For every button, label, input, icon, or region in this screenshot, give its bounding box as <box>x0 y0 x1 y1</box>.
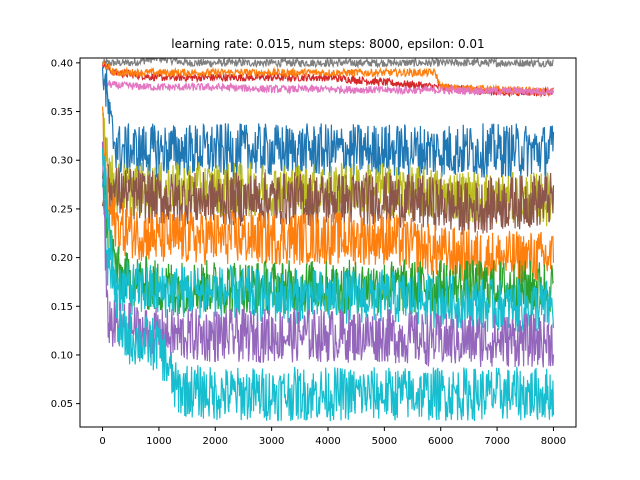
y-tick-label-6: 0.35 <box>51 107 73 118</box>
series-line-0 <box>101 58 554 69</box>
y-tick-label-2: 0.15 <box>51 302 73 313</box>
y-axis: 0.05 0.10 0.15 0.20 0.25 0.30 0.35 0.40 <box>51 58 80 410</box>
y-tick-label-3: 0.20 <box>51 253 73 264</box>
series-line-6 <box>101 164 555 235</box>
x-tick-label-6: 6000 <box>428 436 453 447</box>
x-tick-label-8: 8000 <box>541 436 566 447</box>
chart-title: learning rate: 0.015, num steps: 8000, e… <box>171 37 484 51</box>
x-tick-label-4: 4000 <box>315 436 340 447</box>
x-tick-label-2: 2000 <box>203 436 228 447</box>
y-tick-label-0: 0.05 <box>51 399 73 410</box>
y-tick-label-1: 0.10 <box>51 350 73 361</box>
y-tick-label-4: 0.25 <box>51 204 73 215</box>
series-line-3 <box>102 78 555 97</box>
x-tick-label-0: 0 <box>99 436 105 447</box>
series-line-10 <box>101 141 555 368</box>
series-line-7 <box>101 106 555 286</box>
x-axis: 0 1000 2000 3000 4000 5000 6000 7000 8000 <box>99 427 566 447</box>
x-tick-label-7: 7000 <box>484 436 509 447</box>
x-tick-label-3: 3000 <box>259 436 284 447</box>
x-tick-label-5: 5000 <box>372 436 397 447</box>
series-layer <box>101 58 555 422</box>
series-line-9 <box>101 172 555 334</box>
y-tick-label-5: 0.30 <box>51 156 73 167</box>
x-tick-label-1: 1000 <box>146 436 171 447</box>
y-tick-label-7: 0.40 <box>51 58 73 69</box>
series-line-11 <box>101 148 555 422</box>
